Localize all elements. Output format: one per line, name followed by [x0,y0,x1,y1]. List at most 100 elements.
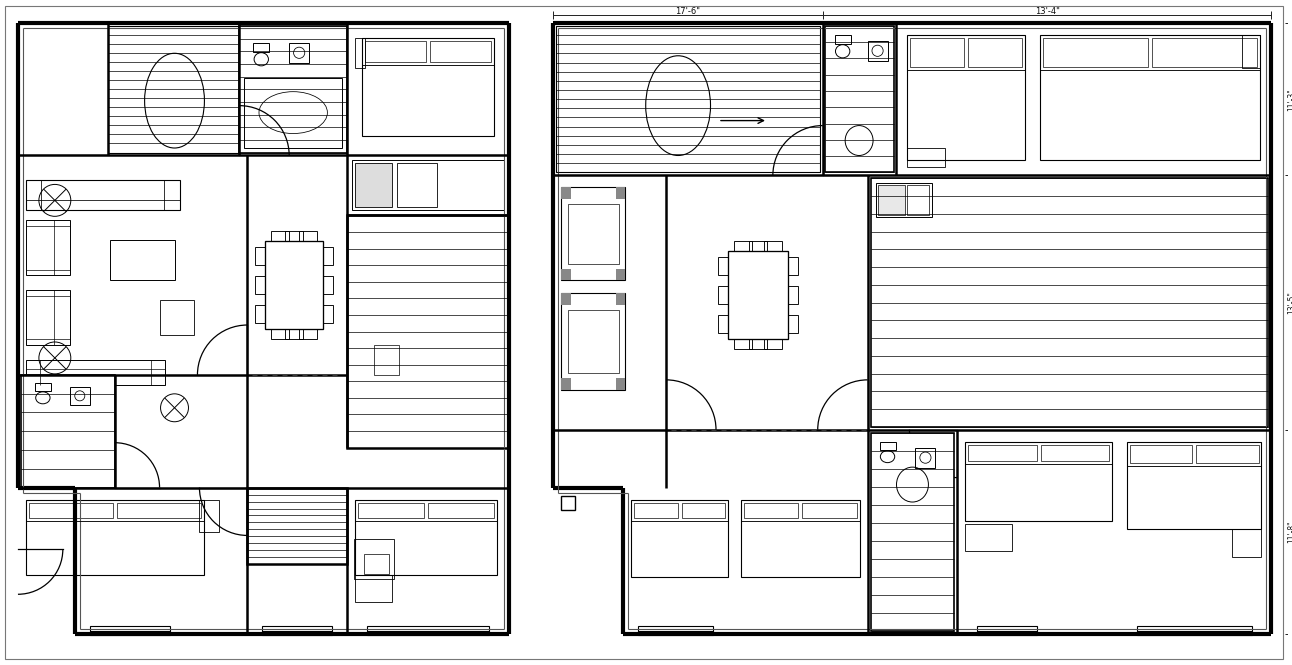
Bar [286,231,304,241]
Bar [430,41,491,63]
Bar [239,26,348,152]
Bar [568,203,619,264]
Bar [734,241,752,251]
Bar [718,257,727,275]
Bar [21,375,115,487]
Bar [764,339,782,349]
Bar [362,38,494,136]
Bar [364,555,389,575]
Bar [256,276,265,294]
Bar [616,378,625,390]
Bar [355,575,391,602]
Bar [351,160,504,210]
Bar [1043,38,1147,67]
Bar [300,329,317,339]
Bar [749,339,767,349]
Bar [1196,445,1258,464]
Bar [718,286,727,304]
Bar [364,41,426,63]
Bar [367,626,488,635]
Bar [682,503,725,518]
Bar [1231,529,1261,557]
Bar [354,539,394,579]
Bar [824,26,894,172]
Bar [965,525,1012,551]
Bar [740,499,859,577]
Text: 11'-3": 11'-3" [1287,88,1292,110]
Bar [247,487,348,565]
Bar [1151,38,1257,67]
Bar [118,503,202,518]
Bar [616,188,625,199]
Bar [355,164,391,207]
Bar [373,345,399,375]
Bar [271,231,289,241]
Bar [734,339,752,349]
Bar [70,387,89,405]
Bar [638,626,713,635]
Bar [876,184,933,217]
Bar [107,26,239,152]
Bar [968,445,1036,461]
Bar [289,43,309,63]
Bar [1137,626,1252,635]
Bar [907,148,946,168]
Bar [568,310,619,373]
Bar [788,315,797,333]
Bar [244,78,342,148]
Bar [788,286,797,304]
Bar [880,442,895,450]
Bar [1127,442,1261,529]
Bar [256,247,265,265]
Bar [355,38,364,68]
Bar [727,251,788,339]
Bar [348,215,509,448]
Bar [907,186,929,215]
Bar [271,329,289,339]
Bar [397,164,437,207]
Bar [718,315,727,333]
Bar [562,188,571,199]
Bar [824,26,894,172]
Bar [110,240,174,280]
Bar [239,26,348,152]
Bar [562,269,571,280]
Bar [562,293,625,390]
Text: 13'-4": 13'-4" [1035,7,1059,17]
Bar [977,626,1037,635]
Bar [562,188,625,280]
Bar [358,503,424,518]
Bar [199,499,220,533]
Bar [262,626,332,635]
Bar [1242,35,1260,68]
Bar [616,293,625,305]
Bar [634,503,677,518]
Bar [26,360,164,385]
Bar [802,503,857,518]
Bar [868,41,888,61]
Bar [632,499,727,577]
Bar [300,231,317,241]
Bar [871,178,1269,427]
Bar [877,186,906,215]
Bar [749,241,767,251]
Bar [562,378,571,390]
Bar [907,35,1025,160]
Bar [89,626,169,635]
Bar [562,293,571,305]
Bar [247,487,348,565]
Bar [35,383,50,391]
Bar [557,26,819,172]
Bar [26,220,70,275]
Bar [355,499,496,575]
Bar [871,433,955,631]
Bar [28,503,114,518]
Bar [348,215,509,448]
Bar [323,247,333,265]
Bar [159,300,195,335]
Bar [788,257,797,275]
Bar [253,43,269,52]
Bar [968,38,1022,67]
Bar [26,180,180,210]
Bar [1130,445,1193,464]
